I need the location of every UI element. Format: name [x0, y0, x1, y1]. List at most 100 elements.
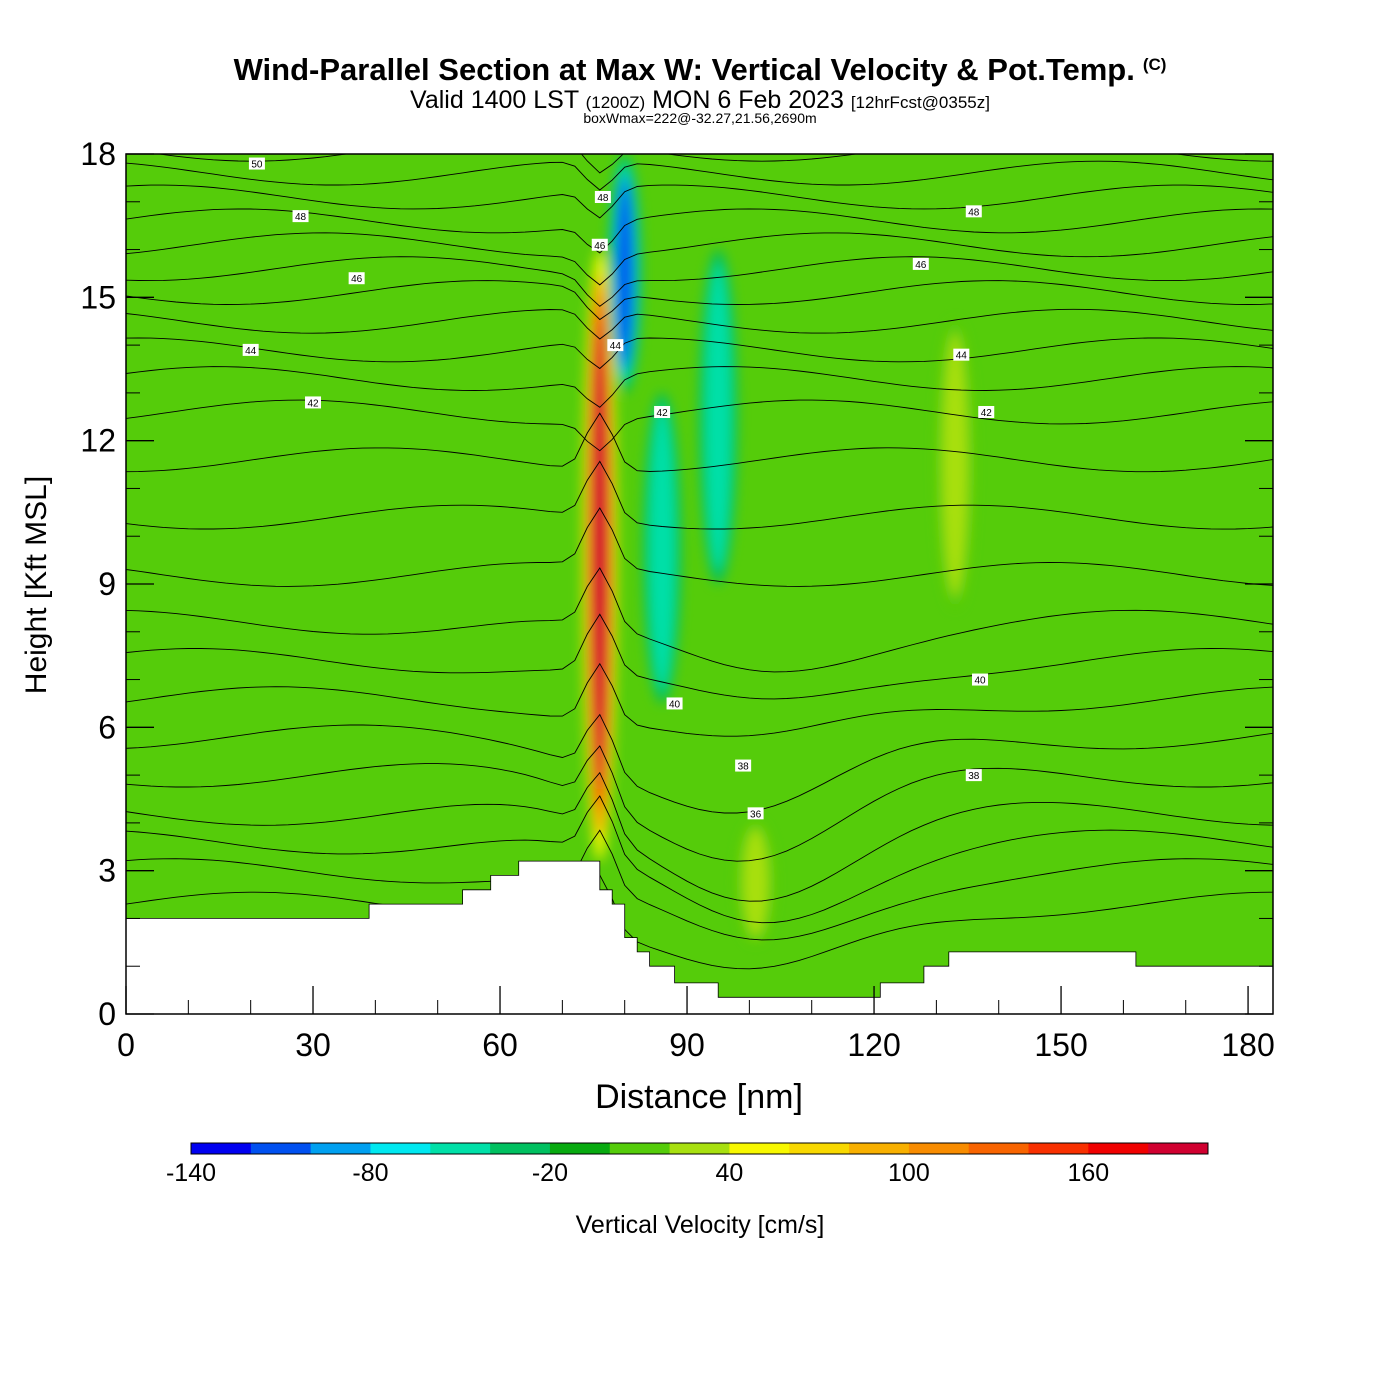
- colorbar-swatch: [191, 1143, 252, 1154]
- contour-label: 42: [305, 396, 322, 409]
- contour-label-text: 46: [594, 241, 606, 252]
- theta-contour: [126, 184, 1273, 219]
- y-tick-label: 18: [80, 136, 116, 172]
- contour-label-text: 38: [738, 762, 750, 773]
- forecast-info: [12hrFcst@0355z]: [850, 93, 990, 112]
- colorbar: -140 -80 -20 40 100 160: [166, 1142, 1209, 1187]
- valid-date: MON 6 Feb 2023: [652, 86, 844, 114]
- contour-label-text: 44: [956, 351, 968, 362]
- contour-label: 46: [348, 272, 365, 285]
- y-tick-label: 9: [98, 566, 116, 602]
- contour-label-text: 46: [915, 260, 927, 271]
- x-tick-label: 120: [847, 1027, 900, 1063]
- w-feature-downdraft_band: [705, 262, 732, 571]
- colorbar-swatch: [310, 1143, 371, 1154]
- colorbar-tick-label: 160: [1067, 1159, 1109, 1187]
- x-tick-label: 180: [1221, 1027, 1274, 1063]
- contour-label-text: 46: [351, 274, 363, 285]
- colorbar-swatch: [250, 1143, 312, 1154]
- contour-label: 46: [912, 257, 929, 271]
- colorbar-swatch: [669, 1143, 730, 1154]
- contour-label-text: 50: [251, 160, 263, 171]
- field-background: [126, 154, 1273, 1014]
- contour-label: 48: [965, 205, 982, 218]
- contour-label: 36: [747, 807, 764, 820]
- theta-contour: [126, 713, 1273, 814]
- x-tick-label: 30: [295, 1027, 331, 1063]
- contour-label: 44: [953, 348, 970, 362]
- x-axis-label: Distance [nm]: [595, 1078, 803, 1116]
- x-tick-label: 0: [117, 1027, 135, 1063]
- theta-contour: [126, 280, 1273, 321]
- contour-label: 40: [972, 673, 989, 687]
- theta-contour: [155, 154, 1273, 174]
- contour-label-text: 42: [981, 408, 993, 419]
- colorbar-swatch: [908, 1143, 970, 1154]
- contour-label-text: 38: [968, 771, 980, 782]
- colorbar-swatch: [1088, 1143, 1149, 1154]
- y-tick-label: 0: [98, 996, 116, 1032]
- contour-label: 46: [591, 238, 608, 252]
- chart-title: Wind-Parallel Section at Max W: Vertical…: [0, 52, 1400, 88]
- colorbar-tick-label: 40: [716, 1159, 744, 1187]
- w-feature-weak_updraft: [742, 827, 769, 938]
- colorbar-tick-label: -140: [166, 1159, 216, 1187]
- plot-area: 50 48 46 44 42 48 46 44 42 40 38 36 48 46 44 42 40 38: [126, 154, 1273, 1014]
- contour-label: 44: [607, 339, 624, 352]
- theta-contour: [126, 337, 1273, 370]
- contour-label: 42: [978, 406, 995, 419]
- title-main-text: Wind-Parallel Section at Max W: Vertical…: [233, 52, 1135, 87]
- w-feature-weak_updraft: [942, 332, 969, 597]
- contour-label-text: 42: [307, 398, 319, 409]
- colorbar-tick-label: 100: [888, 1159, 930, 1187]
- x-tick-label: 150: [1034, 1027, 1087, 1063]
- copyright-mark: (C): [1142, 55, 1167, 74]
- contour-label: 44: [242, 343, 259, 357]
- chart-subtitle: Valid 1400 LST (1200Z) MON 6 Feb 2023 [1…: [0, 86, 1400, 115]
- contour-labels: 50 48 46 44 42 48 46 44 42 40 38 36 48 46 44 42 40 38: [242, 157, 995, 820]
- theta-contour: [126, 412, 1273, 473]
- contour-label: 48: [292, 210, 309, 223]
- w-feature-downdraft_band: [649, 405, 676, 692]
- terrain-mask: [126, 860, 1273, 1014]
- theta-contour: [126, 613, 1273, 700]
- colorbar-swatch: [490, 1143, 551, 1154]
- theta-contour: [126, 795, 1273, 924]
- valid-prefix: Valid 1400 LST: [410, 86, 579, 114]
- colorbar-swatch: [1028, 1143, 1089, 1154]
- theta-contour: [126, 745, 1273, 862]
- y-tick-label: 6: [98, 709, 116, 745]
- y-tick-label: 15: [80, 279, 116, 315]
- valid-utc: (1200Z): [585, 93, 646, 112]
- y-tick-label: 3: [98, 853, 116, 889]
- y-tick-label: 12: [80, 423, 116, 459]
- theta-contour: [126, 256, 1273, 307]
- colorbar-swatch: [549, 1143, 611, 1154]
- contour-label: 40: [666, 697, 683, 710]
- contour-label: 38: [965, 769, 982, 782]
- contour-label: 42: [654, 406, 671, 419]
- theta-contour: [126, 507, 1273, 587]
- theta-contour: [126, 567, 1273, 673]
- theta-contour: [126, 366, 1273, 408]
- vertical-velocity-field: [582, 154, 975, 943]
- colorbar-label: Vertical Velocity [cm/s]: [576, 1211, 825, 1239]
- colorbar-tick-label: -80: [352, 1159, 388, 1187]
- colorbar-swatch: [430, 1143, 491, 1154]
- w-feature-downdraft_core: [617, 182, 633, 365]
- x-tick-label: 60: [482, 1027, 518, 1063]
- x-tick-label: 90: [669, 1027, 705, 1063]
- contour-label-text: 40: [669, 699, 681, 710]
- contour-label-text: 40: [974, 676, 986, 687]
- colorbar-swatch: [370, 1143, 431, 1154]
- contour-label-text: 48: [295, 212, 307, 223]
- theta-contour: [126, 308, 1273, 340]
- contour-label: 50: [248, 157, 265, 171]
- colorbar-swatch: [968, 1143, 1030, 1154]
- theta-contour: [126, 771, 1273, 902]
- colorbar-swatch: [729, 1143, 790, 1154]
- colorbar-swatch: [849, 1143, 910, 1154]
- colorbar-swatch: [1148, 1143, 1209, 1154]
- theta-contour: [126, 460, 1273, 530]
